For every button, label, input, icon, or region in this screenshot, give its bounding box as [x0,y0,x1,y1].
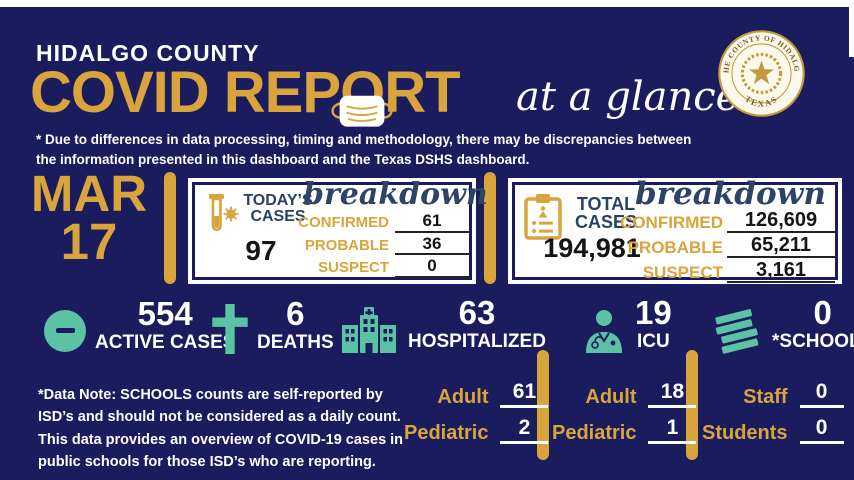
deaths-label: DEATHS [257,332,334,353]
page-title: COVID REPO RT [30,64,461,127]
doctor-icon [586,309,622,353]
sub-label: Pediatric [552,422,637,445]
sub-label: Staff [743,386,788,409]
breakdown-row-label: PROBABLE [627,237,723,257]
breakdown-row-value: 61 [395,211,469,233]
breakdown-row-value: 126,609 [727,209,835,233]
divider-bar [537,350,549,460]
report-month: MAR [30,165,148,222]
hospitalized-label: HOSPITALIZED [408,331,546,352]
icu-value: 19 [635,294,672,331]
cross-icon [212,303,248,354]
title-part2: RT [384,60,460,125]
todays-breakdown-title: breakdown [303,177,488,212]
sub-value: 61 [500,380,549,409]
schools-value: 0 [813,294,832,331]
breakdown-row-label: CONFIRMED [298,214,389,232]
data-note-line1: *Data Note: SCHOOLS counts are self-repo… [38,387,383,403]
minus-circle-icon [44,309,86,352]
hidalgo-county-seal: THE COUNTY OF HIDALGO TEXAS [718,30,805,117]
disclaimer-line1: * Due to differences in data processing,… [36,132,692,147]
todays-breakdown-rows: CONFIRMED 61 PROBABLE 36 SUSPECT 0 [291,211,469,278]
breakdown-row-label: SUSPECT [642,262,723,282]
report-date: MAR 17 [18,165,160,271]
county-title: HIDALGO COUNTY [36,40,260,66]
sub-value: 1 [648,417,697,445]
sub-label: Students [702,422,788,445]
divider-bar [484,172,496,284]
data-note-line4: public schools for those ISD’s who are r… [38,454,376,471]
todays-cases-card: TODAY’S CASES 97 breakdown CONFIRMED 61 … [192,177,488,280]
hospitalized-value: 63 [458,294,496,331]
data-note-line2: ISD’s and should not be considered as a … [38,409,401,426]
title-letter-o: O [331,64,393,127]
todays-cases-label: TODAY’S CASES [243,192,313,226]
deaths-stat: 6 DEATHS [212,297,334,356]
total-breakdown-rows: CONFIRMED 126,609 PROBABLE 65,211 SUSPEC… [619,209,835,283]
icu-stat: 19 ICU [582,296,672,355]
divider-bar [164,172,176,284]
total-cases-label: TOTAL CASES [574,194,637,233]
schools-label: *SCHOOLS [772,331,854,352]
total-breakdown-title: breakdown [635,176,826,212]
sub-value: 2 [500,417,549,445]
seal-star-icon [749,60,774,85]
face-mask-icon [331,95,393,127]
right-border [849,0,854,57]
clipboard-icon [524,194,562,240]
sub-value: 0 [799,380,844,409]
report-day: 17 [60,213,118,271]
active-cases-label: ACTIVE CASES [95,332,236,353]
todays-cases-value: 97 [245,235,277,266]
total-cases-card: TOTAL CASES 194,981 breakdown CONFIRMED … [512,176,838,283]
icu-substats: Adult 18 Pediatric 1 [552,380,697,445]
data-note-line3: This data provides an overview of COVID-… [38,431,404,448]
title-part1: COVID REP [30,60,341,125]
schools-substats: Staff 0 Students 0 [702,380,844,445]
hospital-icon [342,306,396,353]
breakdown-row-label: CONFIRMED [620,212,723,232]
seal-bottom-text: TEXAS [743,93,778,108]
hospitalized-stat: 63 HOSPITALIZED [340,296,546,355]
data-note: *Data Note: SCHOOLS counts are self-repo… [38,384,403,474]
sub-label: Adult [585,386,637,409]
disclaimer-line2: the information presented in this dashbo… [36,151,530,167]
sub-label: Adult [437,386,489,409]
hospitalized-substats: Adult 61 Pediatric 2 [404,380,549,445]
breakdown-row-value: 3,161 [727,259,835,283]
schools-stat: 0 *SCHOOLS [710,296,854,355]
divider-bar [686,350,698,460]
svg-text:TEXAS: TEXAS [743,93,780,108]
deaths-value: 6 [286,295,305,332]
top-border [0,0,854,7]
books-icon [713,307,760,354]
sub-value: 18 [648,380,697,409]
total-cases-value: 194,981 [543,233,641,263]
test-tube-virus-icon [209,194,239,232]
active-cases-value: 554 [137,295,193,332]
breakdown-row-value: 0 [395,256,469,278]
icu-label: ICU [636,331,670,352]
breakdown-row-value: 36 [395,234,469,256]
sub-label: Pediatric [404,422,489,445]
breakdown-row-label: PROBABLE [304,236,389,254]
sub-value: 0 [799,417,844,445]
disclaimer: * Due to differences in data processing,… [36,130,691,169]
breakdown-row-label: SUSPECT [318,259,389,277]
breakdown-row-value: 65,211 [727,234,835,258]
active-cases-stat: 554 ACTIVE CASES [44,297,235,356]
